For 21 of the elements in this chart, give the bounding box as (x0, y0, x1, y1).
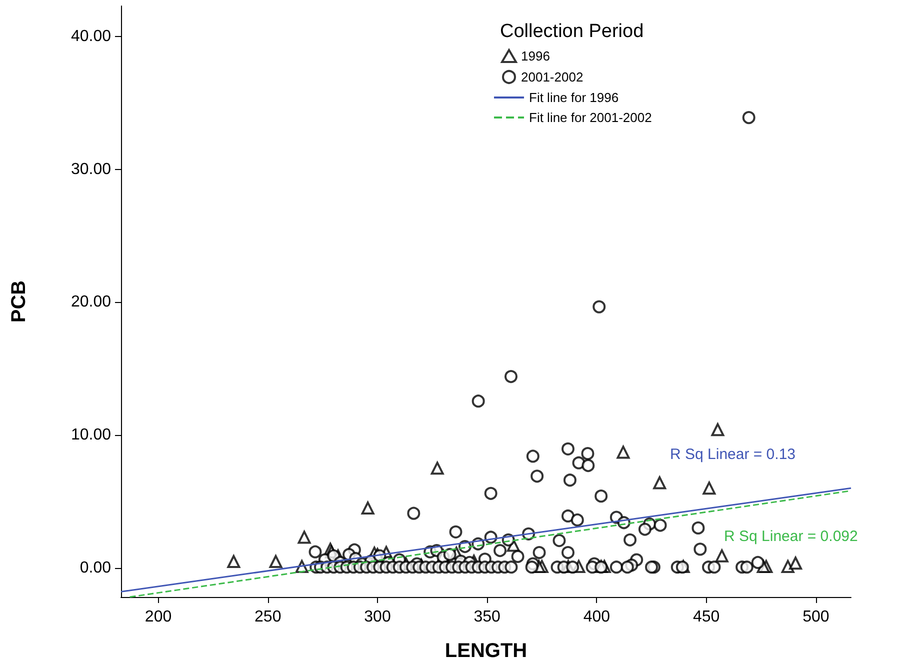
annotation: R Sq Linear = 0.092 (724, 528, 858, 545)
x-tick-label: 350 (474, 608, 501, 626)
x-tick-label: 200 (144, 608, 172, 626)
legend-label: 1996 (521, 48, 550, 64)
legend-label: 2001-2002 (521, 70, 584, 84)
annotation: R Sq Linear = 0.13 (670, 446, 796, 463)
y-axis-title: PCB (8, 280, 30, 323)
y-tick-label: 0.00 (80, 559, 112, 576)
x-tick-label: 450 (692, 608, 720, 626)
y-tick-label: 40.00 (70, 28, 112, 46)
legend-label: Fit line for 2001-2002 (529, 110, 652, 125)
legend-label: Fit line for 1996 (529, 90, 619, 105)
legend-title: Collection Period (500, 21, 644, 42)
y-tick-label: 30.00 (70, 160, 112, 178)
x-tick-label: 400 (583, 608, 610, 626)
x-tick-label: 500 (802, 608, 830, 626)
x-tick-label: 300 (364, 608, 391, 626)
y-tick-label: 10.00 (70, 426, 112, 444)
y-tick-label: 20.00 (70, 294, 112, 311)
x-tick-label: 250 (254, 608, 282, 626)
x-axis-title: LENGTH (444, 640, 528, 662)
